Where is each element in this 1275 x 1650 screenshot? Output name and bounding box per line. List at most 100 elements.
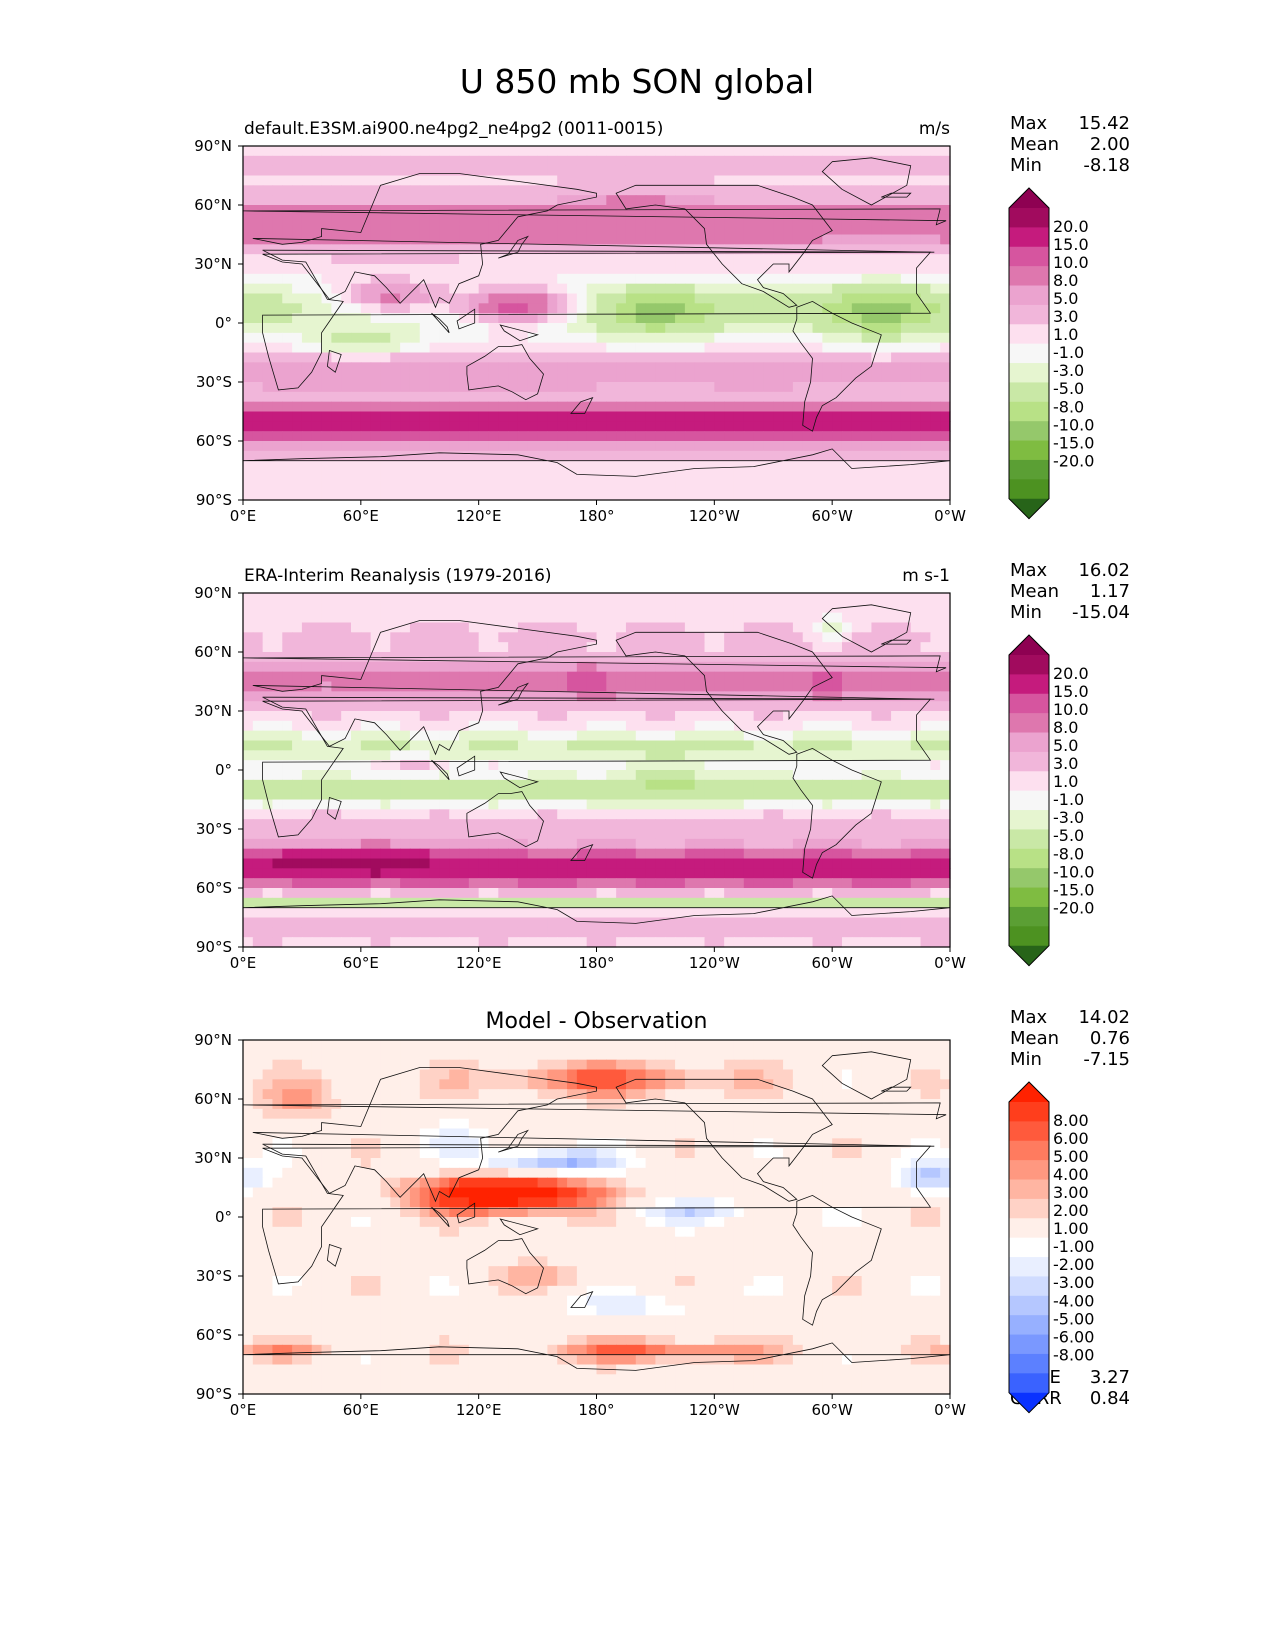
field-cell xyxy=(567,750,578,761)
field-cell xyxy=(488,829,499,840)
field-cell xyxy=(527,868,539,879)
field-cell xyxy=(331,661,342,673)
field-cell xyxy=(380,770,391,781)
field-cell xyxy=(694,897,706,909)
field-cell xyxy=(606,401,617,413)
field-cell xyxy=(645,303,657,314)
field-cell xyxy=(292,681,303,692)
field-cell xyxy=(645,254,657,265)
field-cell xyxy=(301,838,313,850)
field-cell xyxy=(871,740,882,751)
field-cell xyxy=(773,612,784,624)
field-cell xyxy=(282,441,293,452)
field-cell xyxy=(743,195,755,206)
field-cell xyxy=(891,283,902,295)
field-cell xyxy=(635,888,647,899)
field-cell xyxy=(567,155,578,167)
field-cell xyxy=(812,205,823,216)
field-cell xyxy=(292,720,303,732)
field-cell xyxy=(606,165,617,177)
field-cell xyxy=(645,829,657,840)
field-cell xyxy=(567,283,578,295)
field-cell xyxy=(292,421,303,432)
field-cell xyxy=(822,421,833,432)
field-cell xyxy=(743,602,755,614)
field-cell xyxy=(635,342,647,354)
field-cell xyxy=(841,234,853,245)
field-cell xyxy=(900,622,912,633)
field-cell xyxy=(341,391,352,403)
field-cell xyxy=(940,480,951,491)
field-cell xyxy=(576,224,588,236)
field-cell xyxy=(714,593,725,604)
field-cell xyxy=(704,888,715,899)
field-cell xyxy=(468,352,480,363)
field-cell xyxy=(714,303,725,314)
field-cell xyxy=(596,146,607,157)
field-cell xyxy=(714,652,725,663)
field-cell xyxy=(684,868,696,879)
field-cell xyxy=(920,264,931,275)
field-cell xyxy=(517,195,529,206)
field-cell xyxy=(861,175,873,186)
field-cell xyxy=(400,789,411,801)
field-cell xyxy=(567,470,578,481)
field-cell xyxy=(910,868,922,879)
field-cell xyxy=(802,283,814,295)
field-cell xyxy=(645,352,657,363)
field-cell xyxy=(370,234,382,245)
field-cell xyxy=(724,411,735,422)
field-cell xyxy=(753,303,765,314)
field-cell xyxy=(881,372,892,383)
field-cell xyxy=(930,214,941,226)
coastline xyxy=(821,157,912,206)
field-cell xyxy=(360,362,372,373)
field-cell xyxy=(301,146,313,157)
field-cell xyxy=(665,720,676,732)
field-cell xyxy=(655,293,666,304)
field-cell xyxy=(841,352,853,363)
field-cell xyxy=(439,313,450,324)
field-cell xyxy=(763,450,774,462)
field-cell xyxy=(655,313,666,324)
field-cell xyxy=(537,155,548,167)
field-cell xyxy=(871,858,882,869)
field-cell xyxy=(419,789,431,801)
field-cell xyxy=(645,165,657,177)
field-cell xyxy=(243,244,254,255)
field-cell xyxy=(468,770,480,781)
field-cell xyxy=(910,897,922,909)
field-cell xyxy=(301,185,313,196)
field-cell xyxy=(675,431,686,442)
field-cell xyxy=(675,838,686,850)
field-cell xyxy=(409,352,421,363)
field-cell xyxy=(596,264,607,275)
field-cell xyxy=(380,273,391,285)
field-cell xyxy=(930,234,941,245)
field-cell xyxy=(665,362,676,373)
field-cell xyxy=(557,642,568,653)
field-cell xyxy=(773,789,784,801)
field-cell xyxy=(733,254,745,265)
field-cell xyxy=(370,760,382,771)
field-cell xyxy=(488,450,499,462)
field-cell xyxy=(370,460,382,472)
field-cell xyxy=(645,313,657,324)
field-cell xyxy=(665,244,676,255)
field-cell xyxy=(861,441,873,452)
field-cell xyxy=(596,441,607,452)
field-cell xyxy=(547,642,558,653)
field-cell xyxy=(351,352,362,363)
field-cell xyxy=(910,858,922,869)
field-cell xyxy=(675,858,686,869)
field-cell xyxy=(243,490,254,501)
field-cell xyxy=(557,612,568,624)
field-cell xyxy=(714,750,725,761)
field-cell xyxy=(282,313,293,324)
field-cell xyxy=(940,848,951,860)
field-cell xyxy=(625,342,637,354)
field-cell xyxy=(262,273,274,285)
field-cell xyxy=(743,480,755,491)
field-cell xyxy=(331,264,342,275)
field-cell xyxy=(753,888,765,899)
